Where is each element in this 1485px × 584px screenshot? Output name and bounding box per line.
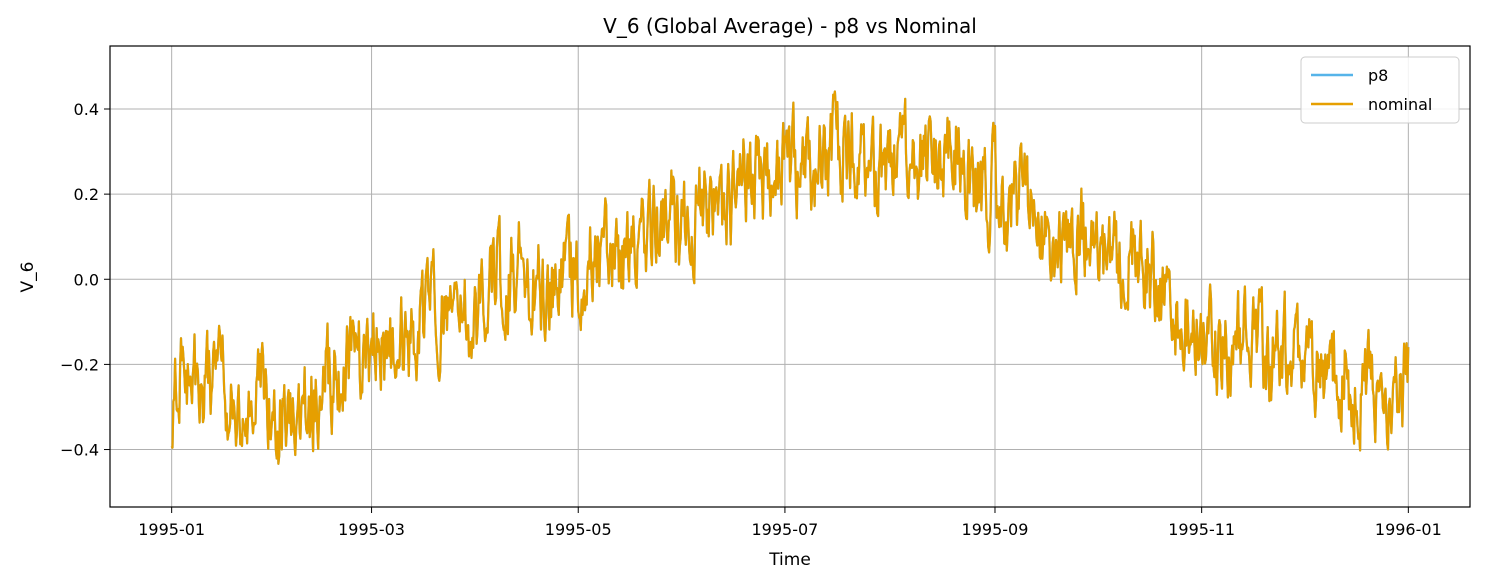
x-tick-label: 1995-11 bbox=[1168, 520, 1235, 539]
x-tick-label: 1995-07 bbox=[751, 520, 818, 539]
x-tick-label: 1995-03 bbox=[338, 520, 405, 539]
y-tick-label: −0.4 bbox=[60, 441, 99, 460]
grid-lines bbox=[110, 46, 1470, 507]
x-tick-label: 1995-01 bbox=[138, 520, 205, 539]
x-tick-label: 1995-09 bbox=[962, 520, 1029, 539]
x-tick-label: 1996-01 bbox=[1375, 520, 1442, 539]
legend-label-p8: p8 bbox=[1368, 66, 1388, 85]
legend-box bbox=[1300, 56, 1460, 124]
x-axis: 1995-01 1995-03 1995-05 1995-07 1995-09 1995-… bbox=[138, 507, 1442, 539]
chart-title: V_6 (Global Average) - p8 vs Nominal bbox=[603, 14, 977, 38]
x-axis-label: Time bbox=[768, 550, 811, 570]
series-layer bbox=[170, 90, 1410, 465]
y-tick-label: −0.2 bbox=[60, 355, 99, 374]
y-axis-label: V_6 bbox=[18, 262, 38, 293]
y-tick-label: 0.4 bbox=[74, 100, 99, 119]
y-tick-label: 0.2 bbox=[74, 185, 99, 204]
plot-frame bbox=[109, 45, 1471, 508]
y-axis: 0.4 0.2 0.0 −0.2 −0.4 bbox=[60, 100, 110, 460]
legend: p8 nominal bbox=[1300, 56, 1460, 124]
x-tick-label: 1995-05 bbox=[545, 520, 612, 539]
y-tick-label: 0.0 bbox=[74, 270, 99, 289]
series-line-nominal bbox=[170, 90, 1410, 465]
legend-label-nominal: nominal bbox=[1368, 95, 1432, 114]
